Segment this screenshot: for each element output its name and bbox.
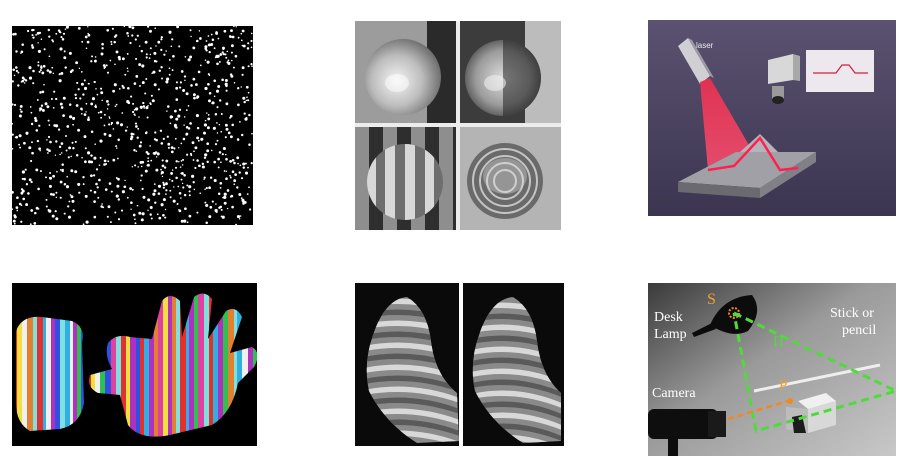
point-marker — [787, 398, 793, 404]
color-stripe-hands-image — [12, 283, 257, 446]
laser-scene-graphic — [648, 20, 896, 216]
stereo-stripe-image-pair — [355, 283, 564, 446]
stick — [753, 363, 881, 393]
camera-icon — [768, 54, 800, 104]
pair-divider — [459, 283, 463, 446]
random-dot-pattern — [12, 26, 253, 225]
shadow-scanning-setup-photo: S Π P Desk Lamp Stick or pencil Camera — [648, 283, 896, 456]
stick-label-line1: Stick or — [830, 306, 874, 321]
profile-plot-card — [806, 50, 874, 92]
shadow-plane-outline — [732, 311, 896, 433]
point-label: P — [779, 378, 788, 394]
stereo-pair-graphic — [355, 283, 564, 446]
stick-label-line2: pencil — [842, 323, 877, 338]
plane-label: Π — [773, 334, 784, 350]
desk-lamp-label-line1: Desk — [654, 310, 683, 325]
laser-triangulation-diagram: laser — [648, 20, 896, 216]
sphere-quadrant-3 — [355, 127, 456, 230]
sphere-quadrant-2 — [460, 21, 561, 123]
random-dot-pattern-image — [12, 26, 253, 225]
laser-stripe — [707, 135, 799, 172]
source-label: S — [707, 291, 716, 308]
sphere-stripe-illumination-grid — [355, 21, 561, 230]
sphere-grid-graphic — [355, 21, 561, 230]
laser-emitter-icon — [678, 38, 714, 84]
camera-icon — [648, 409, 726, 456]
camera-ray — [727, 399, 789, 421]
profile-curve — [813, 64, 868, 74]
sphere-quadrant-4 — [460, 127, 561, 230]
laser-label: laser — [696, 41, 714, 50]
scanned-surface — [678, 152, 816, 188]
desk-lamp-label-line2: Lamp — [654, 327, 687, 342]
camera-label: Camera — [652, 386, 696, 401]
sphere-quadrant-1 — [355, 21, 456, 123]
shadow-scan-graphic — [648, 283, 896, 456]
hands-graphic — [12, 283, 257, 446]
